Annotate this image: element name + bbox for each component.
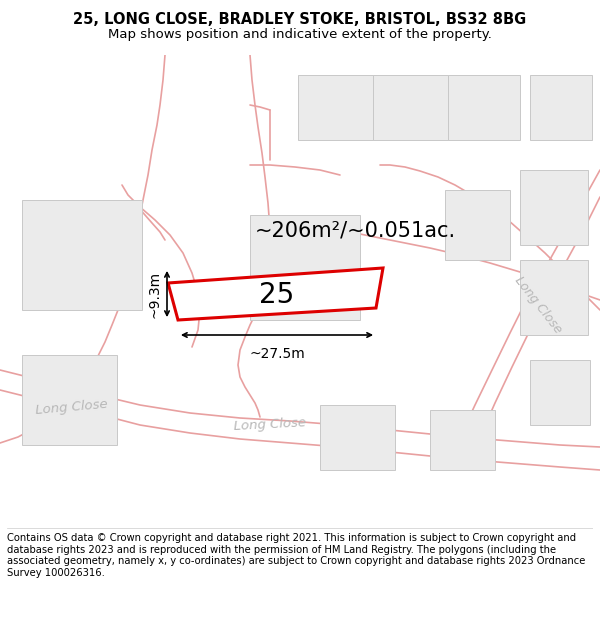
Bar [320, 405, 395, 470]
Bar [448, 75, 520, 140]
Bar [22, 200, 142, 310]
Text: ~206m²/~0.051ac.: ~206m²/~0.051ac. [255, 220, 456, 240]
Text: Long Close: Long Close [512, 274, 564, 336]
Bar [250, 215, 360, 320]
Bar [22, 355, 117, 445]
Bar [530, 360, 590, 425]
Text: 25, LONG CLOSE, BRADLEY STOKE, BRISTOL, BS32 8BG: 25, LONG CLOSE, BRADLEY STOKE, BRISTOL, … [73, 12, 527, 27]
Text: ~27.5m: ~27.5m [249, 347, 305, 361]
Bar [430, 410, 495, 470]
Text: Long Close: Long Close [233, 417, 307, 433]
Bar [298, 75, 373, 140]
Bar [445, 190, 510, 260]
Bar [520, 170, 588, 245]
Polygon shape [168, 268, 383, 320]
Text: ~9.3m: ~9.3m [147, 271, 161, 318]
Text: Long Close: Long Close [35, 398, 109, 417]
Text: Map shows position and indicative extent of the property.: Map shows position and indicative extent… [108, 28, 492, 41]
Text: Contains OS data © Crown copyright and database right 2021. This information is : Contains OS data © Crown copyright and d… [7, 533, 586, 578]
Bar [373, 75, 448, 140]
Bar [530, 75, 592, 140]
Text: 25: 25 [259, 281, 294, 309]
Bar [520, 260, 588, 335]
